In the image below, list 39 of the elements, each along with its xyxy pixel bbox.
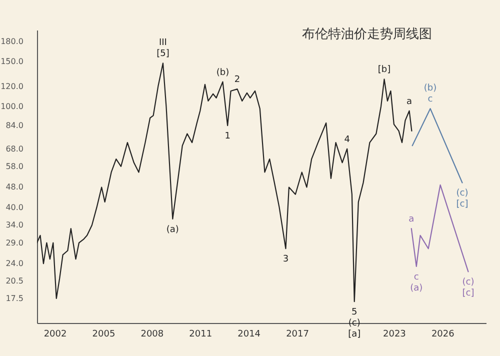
y-tick-label: 120.0	[0, 82, 24, 91]
annotation: (c) [c]	[462, 278, 474, 299]
annotation: 1	[224, 132, 230, 142]
annotation: (a)	[166, 224, 179, 235]
annotation: a	[406, 96, 412, 107]
annotation: 4	[344, 134, 350, 145]
line-series	[410, 184, 469, 272]
y-tick-label: 34.0	[6, 220, 24, 230]
y-tick-label: 48.0	[6, 182, 24, 192]
y-tick-label: 100.0	[0, 102, 24, 111]
x-tick-label: 2026	[431, 330, 455, 340]
y-tick-label: 40.0	[6, 202, 24, 212]
y-tick-label: 58.0	[6, 162, 24, 171]
x-tick-label: 2005	[92, 330, 116, 340]
annotation: a	[408, 214, 414, 225]
y-tick-label: 150.0	[0, 57, 24, 66]
x-tick-label: 2008	[140, 330, 164, 340]
annotation: 3	[282, 254, 289, 265]
x-tick-label: 2023	[382, 330, 406, 340]
line-series	[37, 62, 412, 302]
annotation: III [5]	[156, 38, 170, 60]
y-tick-label: 68.0	[6, 144, 24, 154]
annotation: [b]	[378, 65, 391, 76]
y-tick-label: 84.0	[6, 121, 24, 130]
y-tick-label: 20.5	[6, 276, 24, 286]
annotation: (c) [c]	[456, 188, 468, 210]
y-tick-label: 29.0	[6, 238, 24, 248]
chart-title: 布伦特油价走势周线图	[302, 27, 432, 42]
x-tick-label: 2014	[238, 330, 261, 340]
y-tick-label: 17.5	[6, 294, 24, 303]
x-tick-label: 2017	[286, 330, 309, 340]
x-tick-label: 2011	[189, 330, 212, 340]
x-tick-label: 2002	[44, 330, 67, 340]
annotation: (b)	[216, 68, 230, 78]
annotation: 2	[234, 75, 240, 86]
y-tick-label: 24.0	[6, 259, 24, 268]
y-tick-label: 180.0	[0, 37, 24, 46]
annotation: (b) c	[424, 84, 437, 105]
annotation: c (a)	[410, 272, 423, 294]
